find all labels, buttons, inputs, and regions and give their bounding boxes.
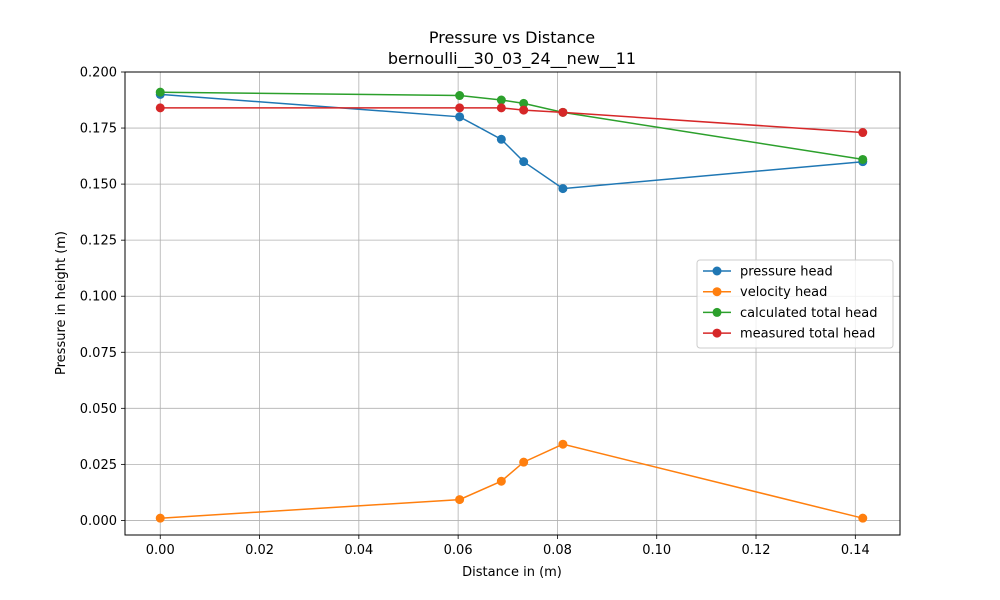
data-point-measured-total-head	[558, 107, 568, 117]
x-tick-label: 0.06	[444, 543, 473, 558]
series-line-calculated-total-head	[160, 91, 863, 161]
plot-frame	[124, 71, 901, 536]
legend-box	[696, 259, 894, 349]
data-point-measured-total-head	[496, 103, 506, 113]
x-tick-label: 0.12	[742, 543, 771, 558]
series-velocity-head	[155, 439, 868, 523]
series-line-measured-total-head	[160, 107, 863, 134]
data-point-pressure-head	[455, 112, 465, 122]
x-tick-label: 0.14	[841, 543, 870, 558]
legend-label-calculated-total-head: calculated total head	[740, 306, 877, 321]
y-tick-label: 0.175	[80, 122, 117, 137]
data-point-calculated-total-head	[858, 154, 868, 164]
ticks: 0.00 0.02 0.04 0.06 0.08 0.10 0.12 0.14 0.000 0.0…	[80, 66, 870, 559]
data-point-calculated-total-head	[519, 98, 529, 108]
series-measured-total-head	[155, 103, 868, 138]
data-point-velocity-head	[858, 513, 868, 523]
data-point-measured-total-head	[858, 128, 868, 138]
y-tick-label: 0.000	[80, 514, 117, 529]
legend-label-measured-total-head: measured total head	[740, 327, 875, 342]
data-point-measured-total-head	[519, 105, 529, 115]
data-point-calculated-total-head	[455, 91, 465, 101]
grid	[125, 71, 900, 535]
series-lines	[155, 87, 868, 523]
data-point-calculated-total-head	[155, 87, 165, 97]
x-tick-label: 0.02	[245, 543, 274, 558]
x-tick-label: 0.00	[146, 543, 175, 558]
data-point-pressure-head	[519, 157, 529, 167]
data-point-velocity-head	[455, 495, 465, 505]
y-tick-label: 0.150	[80, 178, 117, 193]
x-tick-label: 0.08	[543, 543, 572, 558]
data-point-velocity-head	[155, 513, 165, 523]
y-tick-label: 0.125	[80, 234, 117, 249]
y-tick-label: 0.050	[80, 402, 117, 417]
x-axis-label: Distance in (m)	[462, 565, 562, 580]
legend-label-velocity-head: velocity head	[740, 285, 827, 300]
y-tick-label: 0.100	[80, 290, 117, 305]
data-point-measured-total-head	[155, 103, 165, 113]
data-point-velocity-head	[496, 476, 506, 486]
y-tick-label: 0.025	[80, 458, 117, 473]
series-line-velocity-head	[160, 443, 863, 519]
data-point-pressure-head	[558, 184, 568, 194]
data-point-calculated-total-head	[496, 95, 506, 105]
data-point-pressure-head	[496, 134, 506, 144]
series-line-pressure-head	[160, 93, 863, 190]
y-tick-label: 0.075	[80, 346, 117, 361]
y-axis-label: Pressure in height (m)	[54, 231, 69, 375]
legend: pressure head velocity head calculated tot…	[696, 259, 894, 349]
legend-marker-velocity-head	[712, 287, 722, 297]
chart-title: Pressure vs Distance	[429, 28, 595, 47]
legend-marker-measured-total-head	[712, 328, 722, 338]
legend-label-pressure-head: pressure head	[740, 265, 833, 280]
data-point-measured-total-head	[455, 103, 465, 113]
data-point-velocity-head	[558, 439, 568, 449]
legend-marker-pressure-head	[712, 266, 722, 276]
chart-subtitle: bernoulli__30_03_24__new__11	[388, 49, 636, 69]
x-tick-label: 0.04	[344, 543, 373, 558]
y-tick-label: 0.200	[80, 66, 117, 81]
x-tick-label: 0.10	[642, 543, 671, 558]
legend-marker-calculated-total-head	[712, 307, 722, 317]
data-point-velocity-head	[519, 457, 529, 467]
